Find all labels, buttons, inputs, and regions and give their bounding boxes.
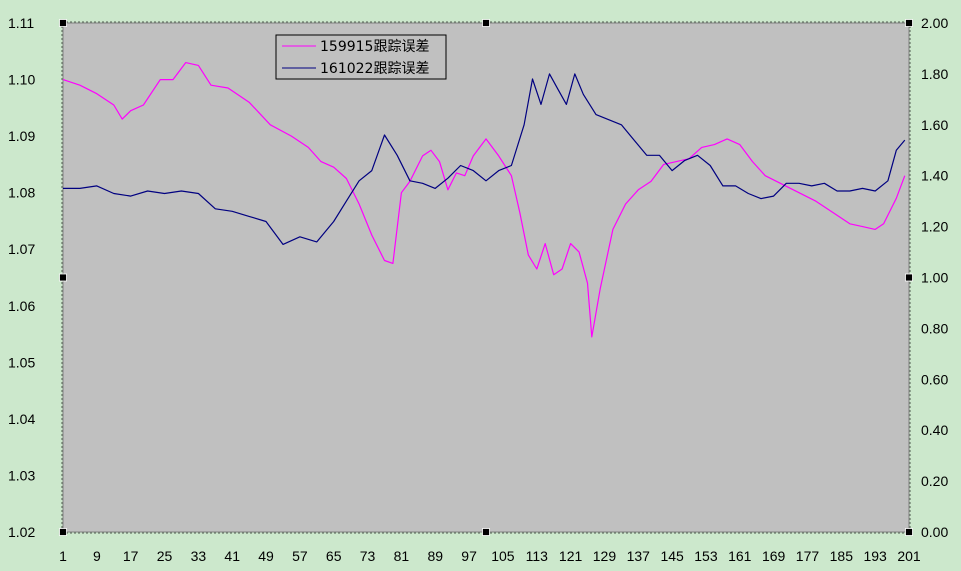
selection-handle[interactable] xyxy=(59,528,67,536)
x-tick-label: 105 xyxy=(491,548,515,564)
y-right-tick-label: 1.20 xyxy=(921,219,948,235)
series-line-159915[interactable] xyxy=(62,61,906,338)
selection-handle[interactable] xyxy=(905,528,913,536)
selection-handle[interactable] xyxy=(905,19,913,27)
x-tick-label: 113 xyxy=(526,548,549,564)
axes: 1.02 1.03 1.04 1.05 1.06 1.07 1.08 1.09 1.10 1.11… xyxy=(8,15,948,564)
x-tick-label: 153 xyxy=(694,548,718,564)
x-tick-label: 73 xyxy=(360,548,376,564)
selection-handle[interactable] xyxy=(59,273,67,282)
x-tick-label: 201 xyxy=(897,548,921,564)
y-right-tick-label: 0.00 xyxy=(921,524,948,540)
y-right-tick-label: 1.80 xyxy=(921,66,948,82)
y-right-tick-label: 1.60 xyxy=(921,117,948,133)
y-left-tick-label: 1.02 xyxy=(8,524,35,540)
y-left-tick-label: 1.10 xyxy=(8,72,35,88)
series-line-161022[interactable] xyxy=(63,73,906,245)
y-right-tick-label: 0.60 xyxy=(921,371,948,387)
y-left-tick-label: 1.04 xyxy=(8,411,35,427)
x-tick-label: 137 xyxy=(627,548,651,564)
x-tick-label: 9 xyxy=(93,548,101,564)
x-tick-label: 25 xyxy=(157,548,173,564)
selection-handles[interactable] xyxy=(59,19,913,536)
y-left-tick-label: 1.07 xyxy=(8,241,35,257)
x-tick-label: 33 xyxy=(191,548,207,564)
y-right-tick-label: 0.20 xyxy=(921,473,948,489)
x-tick-label: 65 xyxy=(326,548,342,564)
legend-box xyxy=(275,34,447,80)
x-tick-label: 169 xyxy=(762,548,786,564)
x-tick-label: 57 xyxy=(292,548,308,564)
y-left-tick-label: 1.03 xyxy=(8,467,35,483)
selection-handle[interactable] xyxy=(482,528,490,536)
x-tick-label: 145 xyxy=(660,548,684,564)
y-right-tick-label: 0.40 xyxy=(921,422,948,438)
x-tick-label: 17 xyxy=(123,548,139,564)
y-left-tick-label: 1.11 xyxy=(8,15,34,31)
x-tick-label: 185 xyxy=(830,548,854,564)
x-tick-label: 1 xyxy=(59,548,67,564)
series-layer xyxy=(62,61,906,338)
legend-label-159915: 159915跟踪误差 xyxy=(320,39,429,55)
x-tick-label: 193 xyxy=(863,548,887,564)
x-tick-label: 161 xyxy=(728,548,752,564)
x-tick-label: 97 xyxy=(461,548,477,564)
y-right-tick-label: 1.40 xyxy=(921,168,948,184)
y-right-tick-label: 2.00 xyxy=(921,15,948,31)
y-left-tick-label: 1.08 xyxy=(8,185,35,201)
y-right-tick-label: 0.80 xyxy=(921,320,948,336)
y-left-tick-label: 1.06 xyxy=(8,298,35,314)
x-tick-label: 177 xyxy=(796,548,820,564)
x-tick-label: 81 xyxy=(394,548,410,564)
selection-handle[interactable] xyxy=(905,273,913,282)
legend[interactable]: 159915跟踪误差 161022跟踪误差 xyxy=(275,34,447,80)
x-tick-label: 129 xyxy=(593,548,617,564)
x-tick-label: 49 xyxy=(258,548,274,564)
y-right-tick-label: 1.00 xyxy=(921,270,948,286)
selection-handle[interactable] xyxy=(59,19,67,27)
y-left-tick-label: 1.09 xyxy=(8,128,35,144)
x-tick-label: 89 xyxy=(427,548,443,564)
plot-area xyxy=(62,22,910,533)
selection-handle[interactable] xyxy=(482,19,490,27)
y-left-tick-label: 1.05 xyxy=(8,354,35,370)
x-tick-label: 121 xyxy=(559,548,583,564)
legend-label-161022: 161022跟踪误差 xyxy=(320,61,429,77)
x-tick-label: 41 xyxy=(224,548,240,564)
